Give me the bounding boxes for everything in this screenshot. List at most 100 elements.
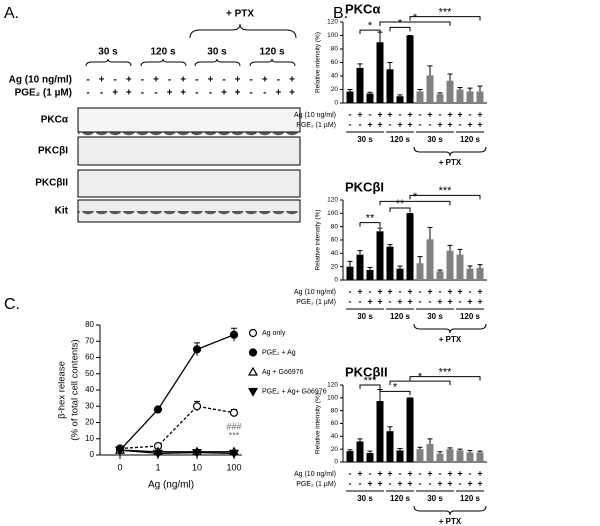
- bar: [396, 268, 404, 280]
- sign: +: [447, 286, 452, 296]
- y-tick-label: 100: [327, 210, 338, 217]
- bar: [466, 452, 474, 462]
- significance-label: ***: [439, 367, 453, 379]
- error-bar: [457, 248, 463, 255]
- bar: [356, 441, 364, 462]
- sign: +: [437, 119, 442, 129]
- bar: [456, 254, 464, 280]
- sign: +: [153, 75, 159, 86]
- error-bar: [447, 244, 453, 251]
- sign: +: [427, 109, 432, 119]
- bar: [426, 239, 434, 280]
- sign: -: [439, 468, 442, 478]
- sign: -: [154, 88, 157, 99]
- row-label: PGE₂ (1 µM): [296, 481, 336, 488]
- error-bar: [467, 265, 473, 269]
- error-bar: [447, 73, 453, 81]
- sign: +: [407, 468, 412, 478]
- group-label: 30 s: [427, 494, 443, 503]
- y-tick-label: 40: [331, 433, 339, 440]
- sign: +: [387, 286, 392, 296]
- sign: +: [387, 468, 392, 478]
- sign: -: [250, 75, 253, 86]
- sign: -: [469, 109, 472, 119]
- y-tick-label: 120: [327, 19, 338, 26]
- sign: -: [168, 75, 171, 86]
- error-bar: [367, 266, 373, 270]
- error-bar: [457, 86, 463, 90]
- series-line: [119, 449, 235, 455]
- y-tick-label: 70: [85, 336, 94, 345]
- bar: [396, 450, 404, 462]
- bar: [456, 89, 464, 103]
- sign: -: [419, 119, 422, 129]
- bar: [426, 75, 434, 103]
- bar: [456, 450, 464, 462]
- sign: -: [359, 119, 362, 129]
- bar: [406, 35, 414, 103]
- sign: -: [429, 119, 432, 129]
- group-label: 30 s: [427, 312, 443, 321]
- group-label: 120 s: [460, 494, 481, 503]
- sign: -: [114, 75, 117, 86]
- bar: [366, 93, 374, 103]
- panel-label: C.: [4, 296, 20, 313]
- bar: [446, 80, 454, 103]
- sign: +: [167, 88, 173, 99]
- protein-label: Kit: [55, 206, 69, 217]
- error-bar: [427, 226, 433, 240]
- y-tick-label: 0: [334, 100, 338, 107]
- sign: -: [263, 88, 266, 99]
- marker: [228, 449, 240, 459]
- sign: -: [349, 119, 352, 129]
- significance-bracket: [359, 384, 381, 389]
- sign: -: [419, 286, 422, 296]
- bar: [436, 271, 444, 280]
- error-bar: [477, 450, 483, 453]
- sign: -: [141, 75, 144, 86]
- sign: -: [359, 296, 362, 306]
- y-axis-label: Relative intensity (%): [315, 209, 322, 270]
- marker: [192, 345, 202, 354]
- row-label: Ag (10 ng/ml): [294, 289, 336, 296]
- y-tick-label: 120: [327, 382, 338, 389]
- y-tick-label: 40: [331, 250, 339, 257]
- error-bar: [357, 250, 363, 255]
- sign: +: [447, 468, 452, 478]
- error-bar: [397, 94, 403, 97]
- bar: [386, 246, 394, 280]
- sign: +: [367, 296, 372, 306]
- error-bar: [347, 260, 353, 267]
- sign: +: [357, 109, 362, 119]
- series-line: [119, 449, 234, 453]
- sign: +: [457, 468, 462, 478]
- sign: +: [447, 109, 452, 119]
- y-tick-label: 50: [85, 369, 94, 378]
- significance-label: *: [398, 17, 403, 29]
- bar: [476, 91, 484, 103]
- significance-label: **: [396, 198, 405, 210]
- group-label: 120 s: [390, 494, 411, 503]
- sign: -: [429, 478, 432, 488]
- ptx-label: + PTX: [439, 517, 462, 526]
- group-bracket: [249, 58, 296, 67]
- sign: -: [389, 478, 392, 488]
- sign: -: [399, 468, 402, 478]
- group-label: 120 s: [150, 47, 175, 58]
- bar: [386, 431, 394, 462]
- legend-label: Ag only: [262, 330, 286, 337]
- sign: +: [407, 286, 412, 296]
- group-label: 120 s: [390, 312, 411, 321]
- error-bar: [357, 438, 363, 442]
- sign: -: [419, 468, 422, 478]
- significance-bracket: [389, 207, 411, 212]
- group-label: 30 s: [98, 47, 118, 58]
- ptx-bracket: [413, 323, 487, 334]
- bar: [396, 96, 404, 103]
- group-label: 30 s: [357, 494, 373, 503]
- group-bracket: [194, 58, 241, 67]
- sign: -: [469, 468, 472, 478]
- y-axis-label: Relative intensity (%): [315, 393, 322, 454]
- sign: -: [459, 478, 462, 488]
- series-line: [119, 334, 235, 451]
